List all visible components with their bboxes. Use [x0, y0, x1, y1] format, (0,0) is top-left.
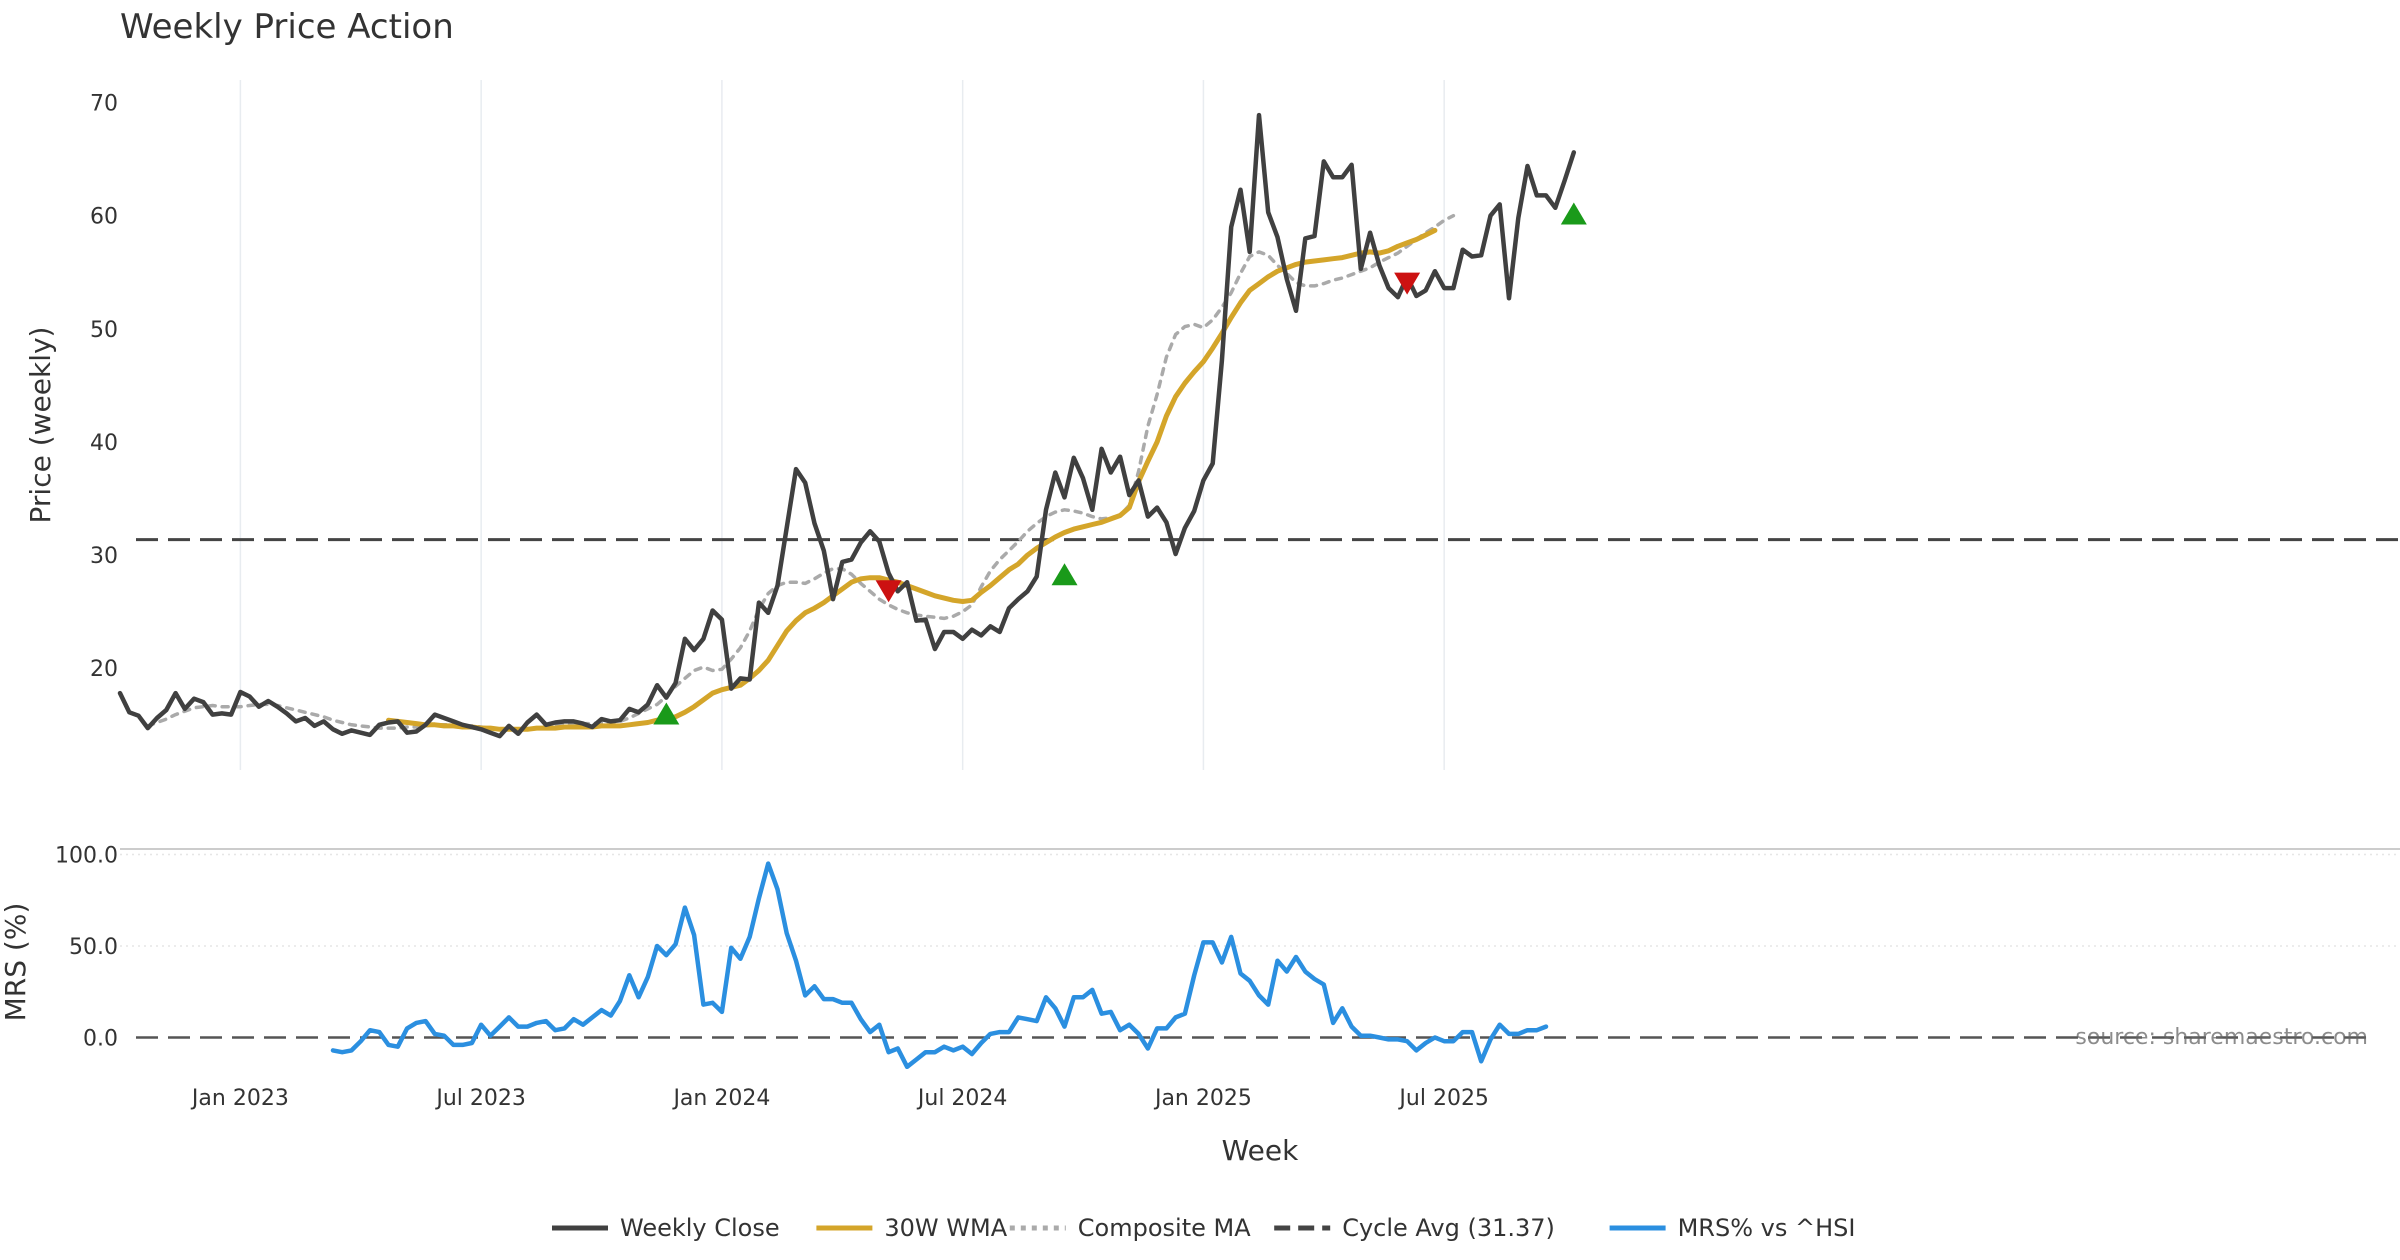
legend-label: Weekly Close [620, 1214, 780, 1242]
legend-item: MRS% vs ^HSI [1609, 1214, 1856, 1242]
composite-ma-line [146, 213, 1456, 732]
mrs-series [330, 861, 1549, 1070]
buy-signal-marker [1051, 563, 1078, 586]
legend-item: Weekly Close [552, 1214, 780, 1242]
mrs-y-axis-title: MRS (%) [0, 903, 32, 1022]
mrs-y-tick-label: 0.0 [83, 1027, 118, 1052]
x-tick-label: Jul 2023 [434, 1086, 526, 1111]
legend-label: Composite MA [1078, 1214, 1251, 1242]
watermark: source: sharemaestro.com [2075, 1025, 2368, 1050]
mrs-line [330, 861, 1549, 1070]
mrs-y-tick-label: 50.0 [69, 935, 118, 960]
price-y-tick-label: 60 [90, 205, 118, 230]
sell-signal-marker [1394, 272, 1421, 295]
sell-signal-marker [875, 580, 902, 603]
chart-title: Weekly Price Action [120, 7, 454, 47]
price-y-axis: 20 30 40 50 60 70 [90, 92, 118, 683]
price-y-axis-title: Price (weekly) [24, 327, 57, 524]
wma-30w-line [386, 227, 1438, 732]
legend-label: 30W WMA [884, 1214, 1007, 1242]
x-axis-title: Week [1222, 1134, 1299, 1167]
legend-item: 30W WMA [816, 1214, 1008, 1242]
price-gridlines [239, 80, 1445, 770]
legend-item: Composite MA [1009, 1214, 1251, 1242]
price-y-tick-label: 40 [90, 431, 118, 456]
mrs-panel: 0.0 50.0 100.0 MRS (%) source: sharemaestr… [0, 843, 2400, 1070]
x-tick-label: Jul 2024 [916, 1086, 1008, 1111]
x-tick-label: Jan 2023 [190, 1086, 289, 1111]
price-series [117, 112, 1577, 739]
signal-markers [653, 202, 1587, 725]
x-axis: Jan 2023 Jul 2023 Jan 2024 Jul 2024 Jan 2025… [190, 1086, 1489, 1111]
legend-item: Cycle Avg (31.37) [1274, 1214, 1555, 1242]
legend-label: MRS% vs ^HSI [1678, 1214, 1856, 1242]
price-y-tick-label: 30 [90, 544, 118, 569]
buy-signal-marker [1560, 202, 1587, 225]
buy-signal-marker [653, 702, 680, 725]
price-y-tick-label: 50 [90, 318, 118, 343]
legend-label: Cycle Avg (31.37) [1342, 1214, 1555, 1242]
price-panel: 20 30 40 50 60 70 Price (weekly) [24, 80, 2400, 770]
mrs-gridlines [120, 853, 2400, 947]
mrs-y-axis: 0.0 50.0 100.0 [55, 843, 118, 1051]
x-tick-label: Jan 2024 [671, 1086, 770, 1111]
mrs-y-tick-label: 100.0 [55, 843, 118, 868]
x-tick-label: Jul 2025 [1397, 1086, 1489, 1111]
legend: Weekly Close 30W WMA Composite MA Cycle Avg… [552, 1214, 1855, 1242]
x-tick-label: Jan 2025 [1153, 1086, 1252, 1111]
price-y-tick-label: 70 [90, 92, 118, 117]
price-y-tick-label: 20 [90, 657, 118, 682]
weekly-close-line [117, 112, 1577, 739]
